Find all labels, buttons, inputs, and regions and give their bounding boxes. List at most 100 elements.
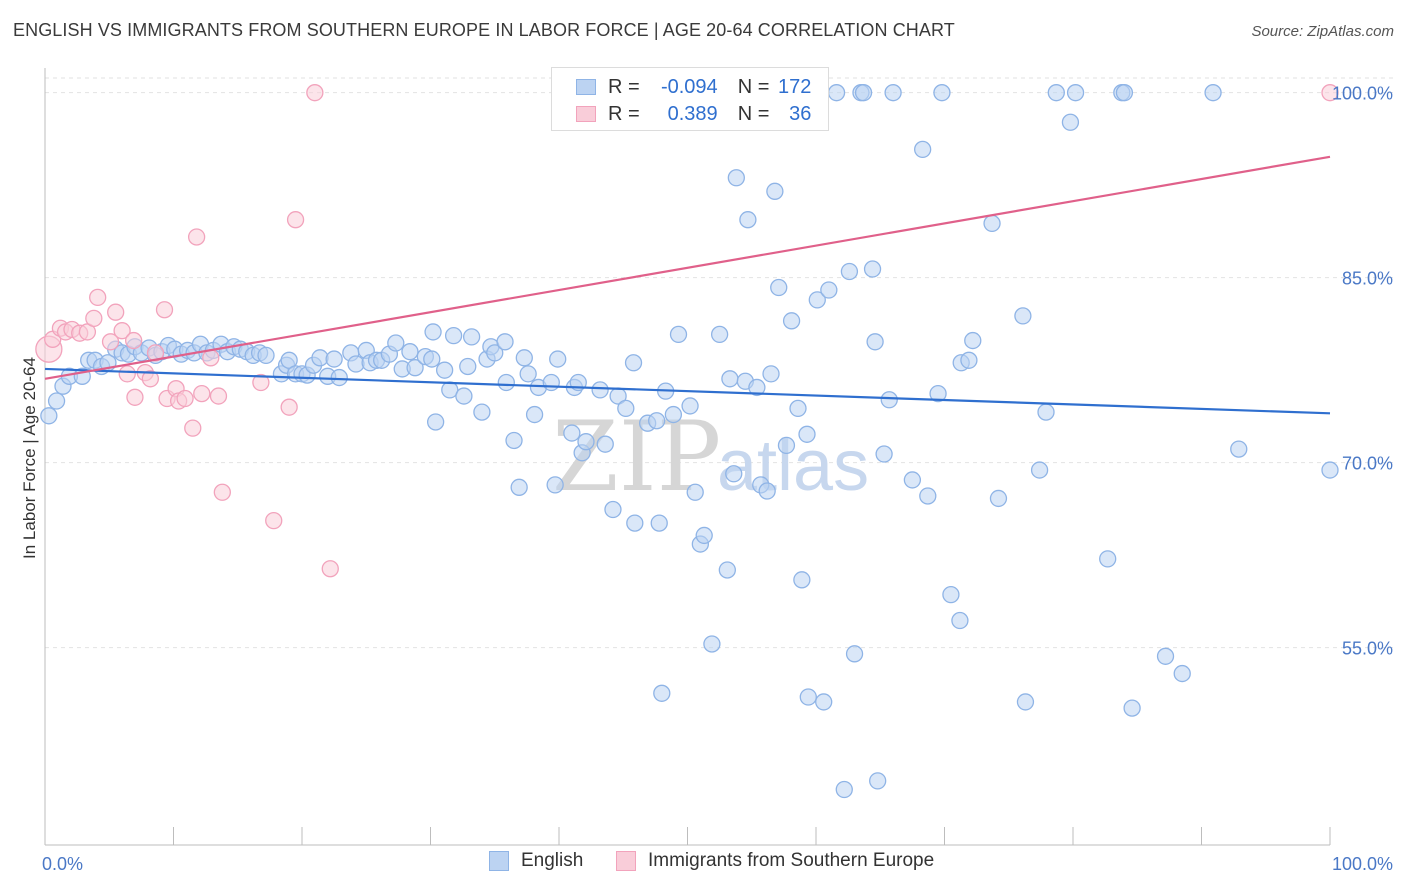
legend-row-english: R = -0.094 N = 172 bbox=[576, 74, 811, 100]
english-point bbox=[1066, 84, 1085, 102]
english-point bbox=[919, 487, 937, 505]
english-point bbox=[1230, 440, 1248, 458]
english-point bbox=[455, 387, 473, 405]
english-point bbox=[1014, 307, 1032, 325]
english-point bbox=[1204, 84, 1222, 102]
english-point bbox=[989, 489, 1008, 508]
english-point bbox=[648, 412, 666, 430]
y-tick-label: 100.0% bbox=[1332, 84, 1393, 104]
southern-europe-point bbox=[107, 303, 125, 321]
english-point bbox=[793, 571, 811, 589]
series-label-southern-europe: Immigrants from Southern Europe bbox=[648, 850, 935, 871]
english-point bbox=[1123, 699, 1141, 717]
english-point bbox=[766, 182, 784, 200]
english-point bbox=[884, 84, 902, 102]
english-point bbox=[748, 378, 766, 397]
english-point bbox=[681, 397, 699, 415]
english-point bbox=[798, 425, 816, 443]
english-point bbox=[47, 392, 66, 410]
english-point bbox=[325, 350, 343, 368]
legend-r-label: R = bbox=[608, 75, 640, 98]
english-trend-line bbox=[44, 367, 1331, 415]
english-point bbox=[1037, 403, 1055, 421]
english-point bbox=[1156, 647, 1175, 665]
english-point bbox=[563, 424, 581, 442]
southern-europe-point bbox=[146, 344, 165, 362]
english-point bbox=[40, 407, 58, 425]
southern-europe-point bbox=[113, 322, 131, 340]
southern-europe-point bbox=[176, 389, 194, 408]
southern-europe-points bbox=[35, 84, 1339, 578]
english-point bbox=[1173, 664, 1191, 683]
english-point bbox=[1099, 550, 1117, 568]
english-point bbox=[762, 365, 780, 383]
y-axis-label: In Labor Force | Age 20-64 bbox=[20, 357, 39, 559]
english-point bbox=[473, 403, 491, 421]
english-point bbox=[820, 281, 838, 299]
english-point bbox=[591, 381, 609, 399]
chart-title: ENGLISH VS IMMIGRANTS FROM SOUTHERN EURO… bbox=[13, 20, 955, 40]
english-point bbox=[1061, 113, 1080, 131]
series-legend-english: English bbox=[489, 850, 583, 872]
english-point bbox=[546, 476, 564, 494]
southern-europe-point bbox=[209, 387, 228, 405]
english-point bbox=[624, 354, 643, 372]
southern-europe-point bbox=[184, 419, 202, 437]
english-point bbox=[903, 471, 922, 489]
southern-europe-trend-line bbox=[44, 155, 1331, 380]
english-point bbox=[401, 343, 419, 361]
southern-europe-point bbox=[280, 398, 298, 416]
series-swatch-english bbox=[489, 851, 509, 871]
legend-n-label: N = bbox=[737, 75, 770, 98]
gridlines bbox=[45, 77, 1395, 649]
southern-europe-point bbox=[1321, 84, 1339, 102]
english-point bbox=[983, 214, 1001, 233]
english-point bbox=[777, 436, 796, 455]
english-point bbox=[1321, 461, 1339, 479]
legend-n-value: 172 bbox=[778, 75, 812, 98]
english-point bbox=[845, 645, 864, 663]
english-point bbox=[721, 370, 739, 388]
series-legend-southern-europe: Immigrants from Southern Europe bbox=[616, 850, 934, 872]
english-point bbox=[423, 350, 441, 368]
english-point bbox=[758, 482, 776, 500]
legend-r-value: -0.094 bbox=[660, 75, 718, 98]
southern-europe-point bbox=[126, 388, 144, 406]
english-point bbox=[650, 514, 668, 532]
english-point bbox=[914, 140, 932, 159]
english-point bbox=[782, 312, 801, 330]
english-point bbox=[549, 350, 567, 368]
english-point bbox=[727, 169, 745, 187]
english-point bbox=[515, 349, 533, 367]
english-point bbox=[486, 344, 504, 362]
southern-europe-point bbox=[193, 384, 211, 403]
english-point bbox=[525, 405, 544, 424]
legend-swatch-english bbox=[576, 79, 596, 95]
southern-europe-point bbox=[85, 309, 103, 328]
english-point bbox=[718, 561, 736, 579]
english-point bbox=[462, 328, 481, 346]
english-point bbox=[505, 431, 523, 450]
english-point bbox=[799, 688, 817, 706]
trend-lines bbox=[44, 155, 1331, 415]
english-point bbox=[257, 346, 275, 365]
english-point bbox=[840, 262, 859, 281]
x-tick-label: 0.0% bbox=[42, 854, 83, 874]
southern-europe-point bbox=[89, 288, 107, 307]
english-point bbox=[942, 585, 960, 604]
english-point bbox=[815, 693, 833, 711]
english-point bbox=[835, 780, 853, 799]
english-point bbox=[880, 391, 898, 409]
y-tick-label: 70.0% bbox=[1342, 454, 1393, 474]
southern-europe-point bbox=[155, 301, 174, 319]
english-point bbox=[875, 445, 893, 463]
english-point bbox=[1115, 84, 1134, 102]
southern-europe-point bbox=[286, 211, 305, 229]
english-point bbox=[387, 334, 405, 352]
y-tick-label: 85.0% bbox=[1342, 269, 1393, 289]
southern-europe-point bbox=[252, 373, 270, 392]
english-point bbox=[686, 483, 704, 501]
english-point bbox=[669, 325, 688, 344]
english-point bbox=[426, 413, 445, 431]
english-point bbox=[854, 84, 873, 102]
